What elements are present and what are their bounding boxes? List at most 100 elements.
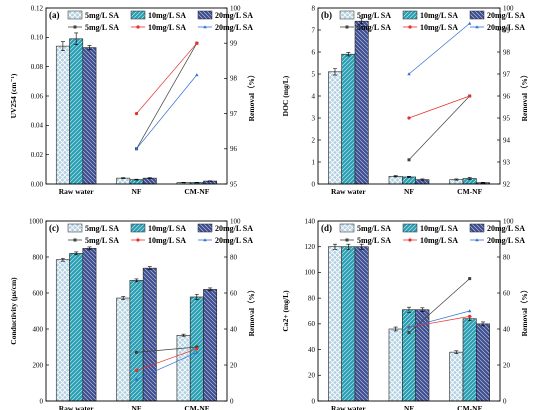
legend-entry-bar: 10mg/L SA	[420, 224, 458, 233]
y2-tick-label: 20	[503, 361, 511, 369]
y2-tick-label: 98	[503, 48, 511, 56]
legend-entry-line: 10mg/L SA	[420, 23, 458, 32]
removal-line-c-0	[136, 346, 197, 353]
y2-tick-label: 98	[230, 75, 238, 83]
error-bar-c-0-1	[74, 251, 79, 256]
category-label: NF	[132, 187, 142, 196]
legend-entry-line: 20mg/L SA	[215, 236, 253, 245]
error-bar-b-2-1	[467, 177, 472, 180]
bar-d-2-1	[462, 318, 477, 402]
y2-tick-label: 99	[503, 26, 511, 34]
y2-tick-label: 20	[230, 361, 238, 369]
legend-entry-line: 10mg/L SA	[148, 236, 186, 245]
removal-line-c-1	[136, 348, 197, 371]
y2-tick-label: 100	[503, 4, 514, 12]
panel-label: (b)	[321, 10, 332, 20]
bar-d-0-1	[341, 246, 356, 402]
legend-entry-bar: 20mg/L SA	[487, 224, 525, 233]
error-bar-b-0-2	[359, 18, 364, 25]
error-bar-a-1-0	[121, 177, 126, 179]
y-tick-label: 600	[33, 289, 44, 297]
error-bar-c-0-0	[60, 257, 65, 262]
bar-b-0-2	[354, 20, 369, 185]
bar-c-0-1	[69, 253, 84, 402]
legend-swatch	[339, 223, 355, 233]
y2-tick-label: 80	[230, 253, 238, 261]
bar-a-0-1	[69, 38, 84, 185]
error-bar-a-1-2	[147, 177, 152, 179]
bar-c-2-0	[176, 334, 191, 402]
y2-tick-label: 97	[230, 110, 238, 118]
y-tick-label: 80	[308, 294, 316, 302]
y-tick-label: 0.00	[31, 180, 44, 188]
bar-b-0-1	[341, 53, 356, 185]
y-tick-label: 3	[312, 114, 316, 122]
y2-tick-label: 60	[503, 289, 511, 297]
y-tick-label: 60	[308, 320, 316, 328]
removal-point-d-1-1	[468, 314, 472, 318]
panel-label: (c)	[49, 223, 59, 233]
y2-tick-label: 80	[503, 253, 511, 261]
bar-c-0-2	[82, 248, 97, 402]
bar-d-2-2	[476, 323, 490, 402]
chart-panel-b: 0 1 2 3 4 5 6 7 8 92 93 94 95 96 97 98 99 100 Raw water NF C…	[281, 4, 529, 196]
y2-tick-label: 93	[503, 158, 511, 166]
y2-tick-label: 0	[230, 397, 234, 405]
y-tick-label: 5	[312, 70, 316, 78]
y2-tick-label: 100	[230, 217, 241, 225]
bar-a-1-0	[116, 177, 131, 185]
error-bar-d-0-0	[332, 243, 337, 250]
y-tick-label: 400	[33, 325, 44, 333]
error-bar-a-0-2	[87, 45, 92, 51]
removal-line-a-2	[136, 74, 198, 150]
bar-d-0-0	[328, 246, 342, 402]
legend-swatch	[469, 10, 485, 20]
error-bar-c-1-0	[121, 296, 126, 300]
error-bar-b-1-0	[393, 175, 398, 178]
y-tick-label: 20	[308, 372, 316, 380]
y-axis-label: Conductivity (μs/cm)	[9, 277, 18, 345]
category-label: CM-NF	[184, 187, 209, 196]
category-label: CM-NF	[457, 187, 482, 196]
legend-swatch	[402, 223, 418, 233]
category-label: Raw water	[59, 187, 94, 196]
removal-line-b-1	[408, 95, 470, 119]
bar-c-2-2	[203, 289, 218, 402]
legend-entry-bar: 5mg/L SA	[357, 224, 391, 233]
y2-tick-label: 99	[230, 40, 238, 48]
removal-point-b-1-1	[468, 94, 472, 98]
removal-point-c-1-1	[195, 347, 199, 351]
category-label: Raw water	[331, 187, 366, 196]
chart-panel-d: 0 20 40 60 80 100 120 140 0 20 40 60 80 100 Raw water N…	[281, 217, 529, 410]
y-tick-label: 1	[312, 158, 316, 166]
y-tick-label: 0	[40, 397, 44, 405]
legend-swatch	[197, 223, 213, 233]
category-label: Raw water	[331, 404, 366, 410]
y-tick-label: 0.04	[31, 122, 44, 130]
bar-a-0-0	[55, 45, 70, 185]
y2-tick-label: 96	[503, 92, 511, 100]
legend-swatch	[67, 10, 83, 20]
removal-point-a-2-0	[134, 147, 139, 151]
legend-entry-line: 10mg/L SA	[148, 23, 186, 32]
y2-axis-label: Removal（%）	[246, 71, 256, 122]
bar-d-0-2	[354, 246, 369, 402]
removal-point-a-1-0	[134, 112, 139, 116]
panel-label: (d)	[321, 223, 332, 233]
legend-entry-line: 5mg/L SA	[85, 236, 119, 245]
bar-a-0-2	[82, 47, 97, 185]
y-tick-label: 7	[312, 26, 316, 34]
legend-entry-bar: 10mg/L SA	[420, 11, 458, 20]
legend-entry-line: 10mg/L SA	[420, 236, 458, 245]
y-tick-label: 0.02	[31, 151, 44, 159]
removal-point-c-1-0	[134, 368, 139, 372]
bar-a-1-2	[142, 177, 157, 185]
plot-frame	[45, 220, 228, 402]
legend-entry-bar: 20mg/L SA	[215, 224, 253, 233]
y-tick-label: 8	[312, 4, 316, 12]
removal-point-c-2-1	[195, 350, 199, 354]
legend-entry-line: 5mg/L SA	[357, 23, 391, 32]
error-bar-a-2-0	[181, 181, 186, 184]
y-tick-label: 100	[305, 269, 316, 277]
